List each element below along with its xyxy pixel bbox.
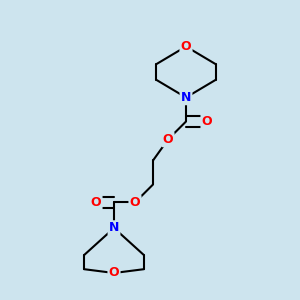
Text: O: O bbox=[109, 266, 119, 280]
Text: O: O bbox=[181, 40, 191, 53]
Text: O: O bbox=[130, 196, 140, 209]
Text: N: N bbox=[109, 221, 119, 235]
Text: O: O bbox=[91, 196, 101, 209]
Text: N: N bbox=[181, 91, 191, 104]
Text: O: O bbox=[202, 115, 212, 128]
Text: O: O bbox=[163, 133, 173, 146]
